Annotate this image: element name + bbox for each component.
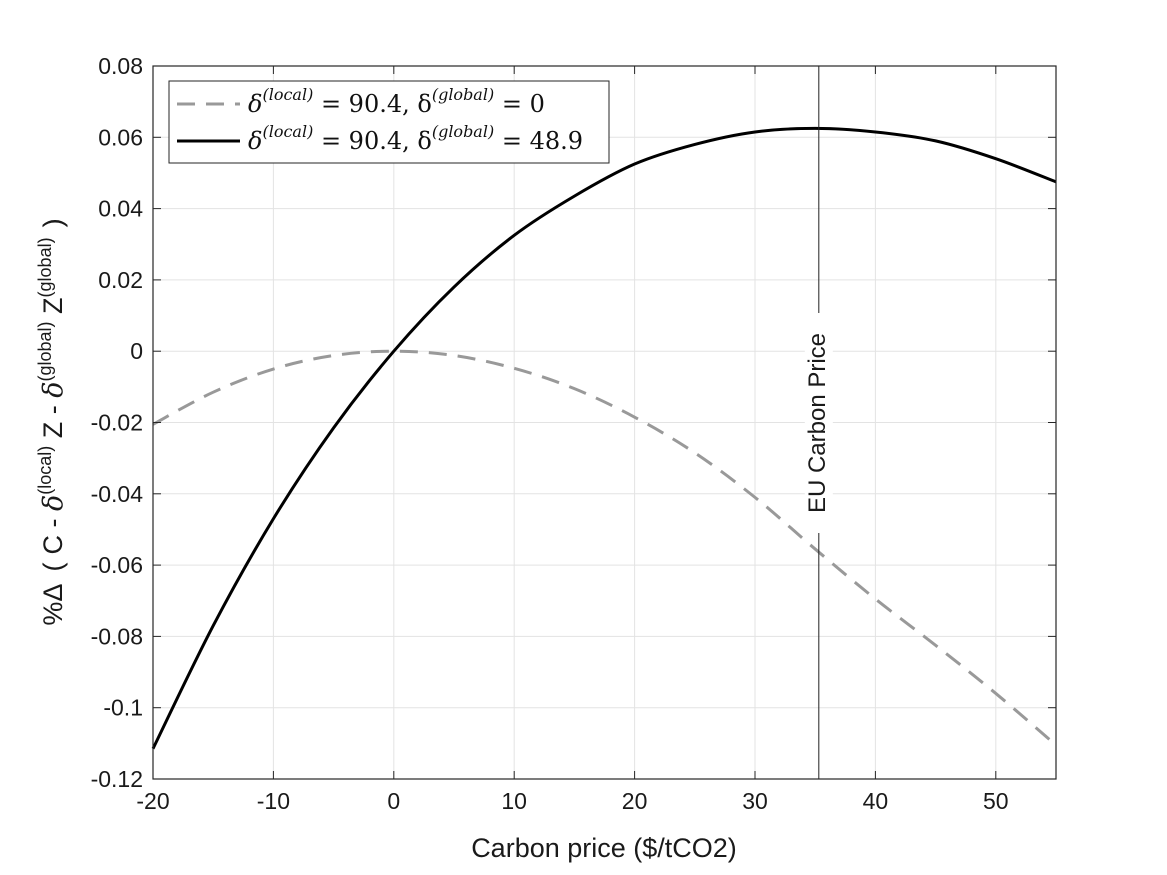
series-line-local-and-global [151,126,1057,750]
legend-1-delta: δ [248,127,262,155]
legend-1-post: = 48.9 [494,127,583,155]
y-tick-label: 0.04 [98,196,143,222]
series-lines [151,126,1057,750]
y-tick-label: 0.08 [98,53,143,79]
x-tick-label: 0 [387,788,400,814]
y-tick-label: -0.06 [91,552,143,578]
y-tick-label: -0.12 [91,766,143,792]
legend-0-mid: = 90.4, δ [313,90,432,118]
x-tick-label: 20 [622,788,648,814]
legend-0-sup-global: (global) [432,85,494,104]
y-label-z-term: Z - [38,398,68,446]
y-tick-label: -0.04 [91,481,144,507]
y-tick-label: -0.08 [91,623,143,649]
series-line-local-only [152,349,1057,747]
legend-0-sup-local: (local) [262,85,313,104]
x-tick-label: 30 [742,788,768,814]
y-label-sup-global: (global) [35,321,55,381]
legend-0-post: = 0 [494,90,545,118]
legend-1-mid: = 90.4, δ [313,127,432,155]
y-label-close-paren: ) [38,218,68,227]
y-axis-label: %Δ(C - δ(local) Z - δ(global) Z(global)) [35,218,69,625]
axis-ticks [152,65,1056,780]
y-tick-label: 0.02 [98,267,143,293]
x-tick-label: -20 [136,788,169,814]
y-label-z-global: Z [38,297,68,321]
y-label-sup-local: (local) [35,446,55,495]
y-tick-label: -0.02 [91,410,143,436]
x-axis-label: Carbon price ($/tCO2) [471,833,737,863]
legend-entry-local-and-global: δ(local) = 90.4, δ(global) = 48.9 [248,122,583,155]
legend-entry-local-only: δ(local) = 90.4, δ(global) = 0 [248,85,545,118]
annotation-layer: EU Carbon Price [804,66,833,779]
x-tick-label: -10 [257,788,290,814]
legend-box [168,80,610,164]
x-tick-label: 40 [863,788,889,814]
y-label-prefix: %Δ [38,584,68,626]
legend: δ(local) = 90.4, δ(global) = 0 δ(local) … [168,80,610,164]
y-label-open-paren: ( [38,563,68,572]
eu-carbon-price-label: EU Carbon Price [804,333,831,513]
legend-0-delta: δ [248,90,262,118]
y-label-sup-global-2: (global) [35,237,55,297]
y-tick-label: -0.1 [103,695,143,721]
x-tick-label: 50 [983,788,1009,814]
x-tick-labels: -20 -10 0 10 20 30 40 50 [136,788,1008,814]
y-label-delta-local: δ [38,495,69,511]
legend-1-sup-global: (global) [432,122,494,141]
eu-carbon-price-label-background [804,313,833,533]
y-tick-labels: -0.12 -0.1 -0.08 -0.06 -0.04 -0.02 0 0.02 0.04 0.… [91,53,144,792]
y-tick-label: 0 [130,338,143,364]
y-label-delta-global: δ [38,381,69,397]
y-tick-label: 0.06 [98,124,143,150]
legend-1-sup-local: (local) [262,122,313,141]
y-label-c-term: C - [38,511,68,555]
x-tick-label: 10 [501,788,527,814]
